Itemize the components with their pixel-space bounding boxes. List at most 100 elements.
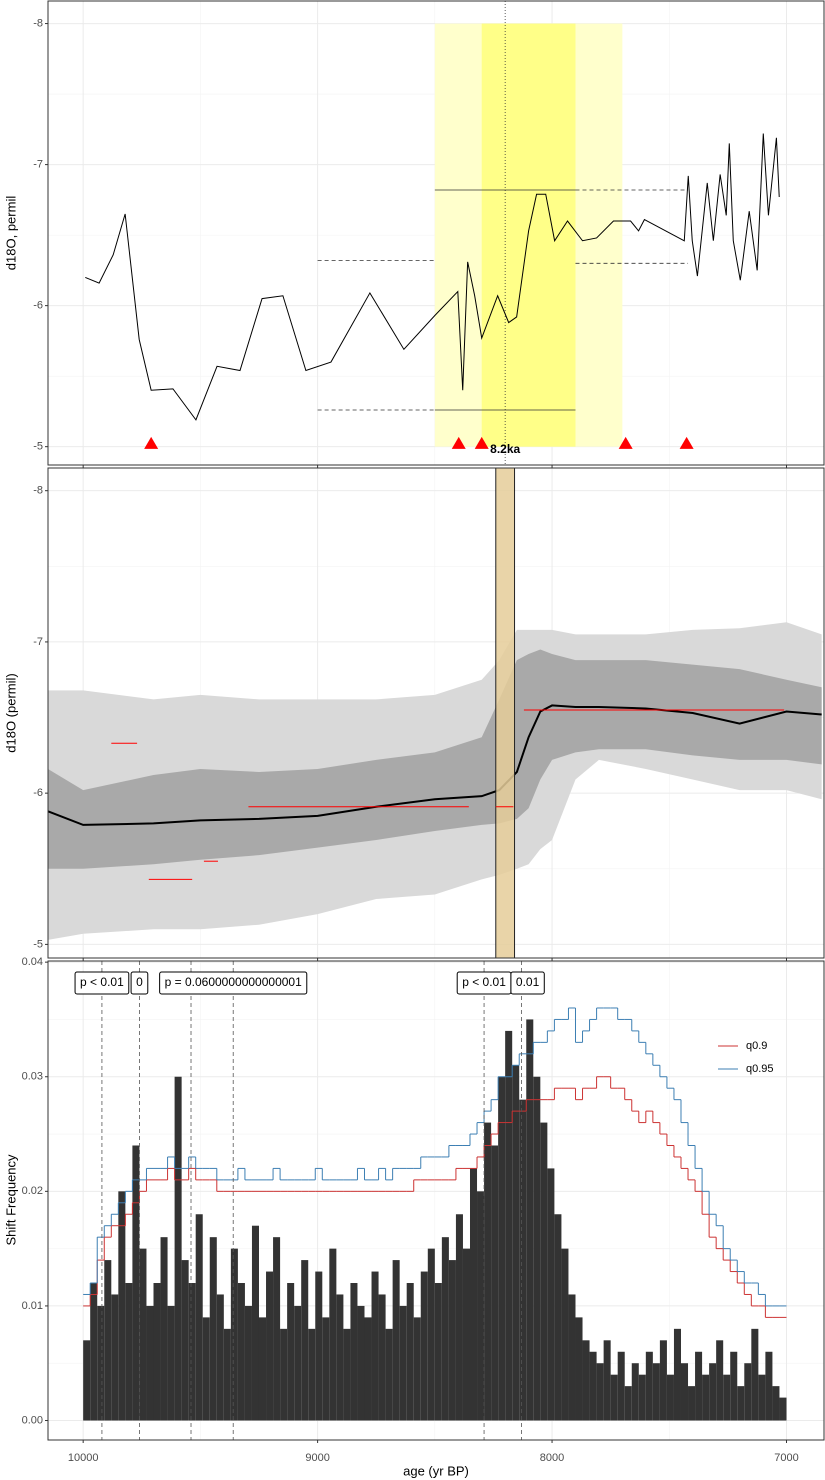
histogram-bar [146, 1305, 154, 1421]
histogram-bar [695, 1351, 703, 1421]
histogram-bar [153, 1283, 161, 1421]
histogram-bar [666, 1374, 674, 1421]
histogram-bar [582, 1340, 590, 1421]
histogram-bar [188, 1283, 196, 1421]
histogram-bar [202, 1317, 210, 1421]
histogram-bar [505, 1030, 513, 1421]
histogram-bar [547, 1168, 555, 1421]
histogram-bar [125, 1283, 133, 1421]
histogram-bar [209, 1237, 217, 1421]
histogram-bar [308, 1328, 316, 1421]
x-tick-label: 9000 [305, 1452, 329, 1464]
x-tick-label: 7000 [774, 1452, 798, 1464]
uncertainty-band [48, 649, 822, 869]
histogram-bar [512, 1065, 520, 1421]
histogram-bar [160, 1237, 168, 1421]
histogram-bar [498, 1076, 506, 1421]
y-tick-label: 0.04 [22, 956, 43, 968]
annotation-box [74, 971, 130, 995]
quantile-step-line [83, 1076, 787, 1318]
histogram-bar [484, 1122, 492, 1421]
histogram-bar [638, 1374, 646, 1421]
histogram-bar [554, 1214, 562, 1421]
y-tick-label: -5 [33, 938, 43, 950]
annotation: 8.2ka [490, 442, 520, 456]
histogram-bar [673, 1328, 681, 1421]
y-tick-label: -5 [33, 441, 43, 453]
histogram-bar [730, 1351, 738, 1421]
histogram-bar [230, 1248, 238, 1421]
histogram-bar [195, 1214, 203, 1421]
histogram-bar [533, 1076, 541, 1421]
histogram-bar [688, 1386, 696, 1421]
histogram-bar [118, 1191, 126, 1421]
histogram-bar [477, 1191, 485, 1421]
histogram-bar [251, 1225, 259, 1421]
histogram-bar [744, 1363, 752, 1421]
y-tick-label: 0.02 [22, 1185, 43, 1197]
histogram-bar [371, 1271, 379, 1421]
histogram-bar [427, 1248, 435, 1421]
panel-border [47, 467, 825, 959]
histogram-bar [610, 1374, 618, 1421]
y-axis-title: d18O, permil [3, 196, 18, 271]
histogram-bar [652, 1363, 660, 1421]
y-tick-label: -8 [33, 485, 43, 497]
histogram-bar [385, 1328, 393, 1421]
x-axis-title: age (yr BP) [403, 1463, 469, 1478]
histogram-bar [772, 1386, 780, 1421]
histogram-bar [659, 1340, 667, 1421]
histogram-bar [645, 1351, 653, 1421]
x-tick-label: 8000 [540, 1452, 564, 1464]
y-tick-label: 0.00 [22, 1414, 43, 1426]
histogram-bar [364, 1317, 372, 1421]
histogram-bar [491, 1145, 499, 1421]
y-tick-label: 0.03 [22, 1071, 43, 1083]
histogram-bar [280, 1328, 288, 1421]
histogram-bar [315, 1271, 323, 1421]
event-marker [144, 436, 159, 449]
histogram-bar [237, 1283, 245, 1421]
y-tick-label: -7 [33, 159, 43, 171]
histogram-bar [420, 1271, 428, 1421]
histogram-bar [561, 1248, 569, 1421]
annotation-box [510, 971, 545, 995]
histogram-bar [258, 1317, 267, 1421]
histogram-bar [287, 1283, 295, 1421]
median-line [47, 704, 822, 826]
histogram-bar [132, 1145, 140, 1421]
histogram-bar [434, 1283, 442, 1421]
histogram-bar [751, 1328, 759, 1421]
histogram-bar [779, 1397, 787, 1421]
histogram-bar [343, 1328, 351, 1421]
legend-label: q0.95 [746, 1063, 774, 1075]
histogram-bar [181, 1260, 189, 1421]
histogram-bar [167, 1305, 175, 1421]
histogram-bar [273, 1237, 281, 1421]
histogram-bar [139, 1248, 147, 1421]
event-marker [679, 436, 694, 449]
legend-label: q0.9 [746, 1040, 767, 1052]
x-tick-label: 10000 [68, 1452, 99, 1464]
histogram-bar [519, 1099, 527, 1421]
panel-border [47, 0, 825, 466]
histogram-bar [336, 1294, 344, 1421]
histogram-bar [244, 1305, 252, 1421]
histogram-bar [223, 1328, 231, 1421]
histogram-bar [575, 1317, 583, 1421]
histogram-bar [603, 1340, 611, 1421]
event-marker [618, 436, 633, 449]
histogram-bar [329, 1248, 337, 1421]
histogram-bar [589, 1351, 597, 1421]
y-tick-label: -6 [33, 300, 43, 312]
histogram-bar [596, 1363, 604, 1421]
histogram-bar [469, 1168, 478, 1421]
histogram-bar [83, 1340, 91, 1421]
histogram-bar [174, 1076, 182, 1421]
y-axis-title: d18O (permil) [3, 673, 18, 752]
histogram-bar [406, 1283, 414, 1421]
histogram-bar [90, 1283, 98, 1421]
histogram-bar [709, 1363, 717, 1421]
histogram-bar [455, 1214, 463, 1421]
